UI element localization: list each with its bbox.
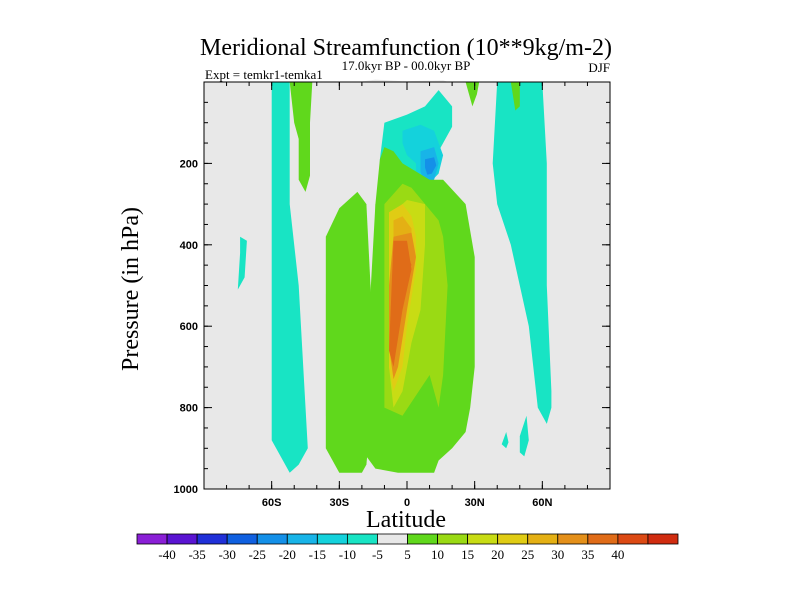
y-tick-label: 400 [180, 240, 198, 252]
colorbar-label: 40 [611, 547, 624, 562]
colorbar-box [407, 533, 438, 545]
colorbar-label: 20 [491, 547, 504, 562]
colorbar-label: 15 [461, 547, 474, 562]
colorbar-label: -5 [372, 547, 383, 562]
colorbar-box [286, 533, 318, 545]
colorbar-label: 30 [551, 547, 564, 562]
colorbar-box [136, 533, 168, 545]
colorbar-box [377, 533, 408, 545]
contour-region-9 [501, 432, 509, 449]
colorbar-label: -30 [218, 547, 235, 562]
x-tick-label: 0 [404, 497, 410, 509]
x-tick-label: 60N [532, 497, 552, 509]
contour-region-6 [425, 157, 437, 175]
colorbar-box [557, 533, 589, 545]
colorbar-box [226, 533, 258, 545]
colorbar-box [467, 533, 499, 545]
colorbar-label: -25 [249, 547, 266, 562]
colorbar-box [497, 533, 529, 545]
contour-region-15 [289, 82, 313, 192]
colorbar-box [346, 533, 378, 545]
y-tick-label: 200 [180, 158, 198, 170]
colorbar-box [256, 533, 288, 545]
colorbar-box [166, 533, 198, 545]
x-tick-label: 30S [330, 497, 350, 509]
x-axis-label: Latitude [366, 507, 446, 533]
contour-region-11 [271, 82, 308, 473]
plot-area [203, 79, 611, 490]
colorbar-box [587, 533, 619, 545]
colorbar-label: 25 [521, 547, 534, 562]
colorbar-label: 5 [404, 547, 411, 562]
colorbar-label: -40 [158, 547, 175, 562]
y-tick-label: 600 [180, 321, 198, 333]
colorbar-box [527, 533, 559, 545]
colorbar-box [647, 533, 679, 545]
x-tick-label: 30N [465, 497, 485, 509]
x-tick-label: 60S [262, 497, 282, 509]
contour-region-13 [325, 191, 371, 473]
experiment-label: Expt = temkr1-temka1 [205, 67, 323, 82]
season-label: DJF [588, 60, 610, 75]
colorbar-label: -35 [188, 547, 205, 562]
colorbar-box [196, 533, 228, 545]
colorbar-box [316, 533, 348, 545]
contour-region-17 [510, 82, 520, 111]
contour-region-26 [398, 252, 412, 274]
colorbar-box [617, 533, 649, 545]
contour-region-10 [519, 415, 529, 457]
chart-title: Meridional Streamfunction (10**9kg/m-2) [200, 35, 612, 61]
contour-region-25 [389, 240, 412, 367]
y-tick-label: 800 [180, 403, 198, 415]
colorbar-label: -20 [279, 547, 296, 562]
colorbar: -40 -35 -30 -25 -20 -15 -10 -5 5 10 15 20 25 30 35 40 [136, 533, 679, 562]
contour-region-16 [465, 82, 480, 107]
contour-region-1 [379, 82, 444, 95]
contour-region-12 [492, 82, 552, 424]
colorbar-label: -15 [309, 547, 326, 562]
colorbar-label: 10 [431, 547, 444, 562]
y-axis-label: Pressure (in hPa) [118, 207, 144, 371]
y-tick-label: 1000 [174, 484, 198, 496]
contour-regions [237, 79, 552, 473]
colorbar-label: 35 [581, 547, 594, 562]
x-axis: 60S 30S 0 30N 60N [226, 82, 588, 509]
colorbar-box [437, 533, 469, 545]
y-axis: 200 400 600 800 1000 [174, 101, 610, 496]
time-range-label: 17.0kyr BP - 00.0kyr BP [342, 58, 471, 73]
contour-region-7 [237, 236, 247, 290]
colorbar-label: -10 [339, 547, 356, 562]
